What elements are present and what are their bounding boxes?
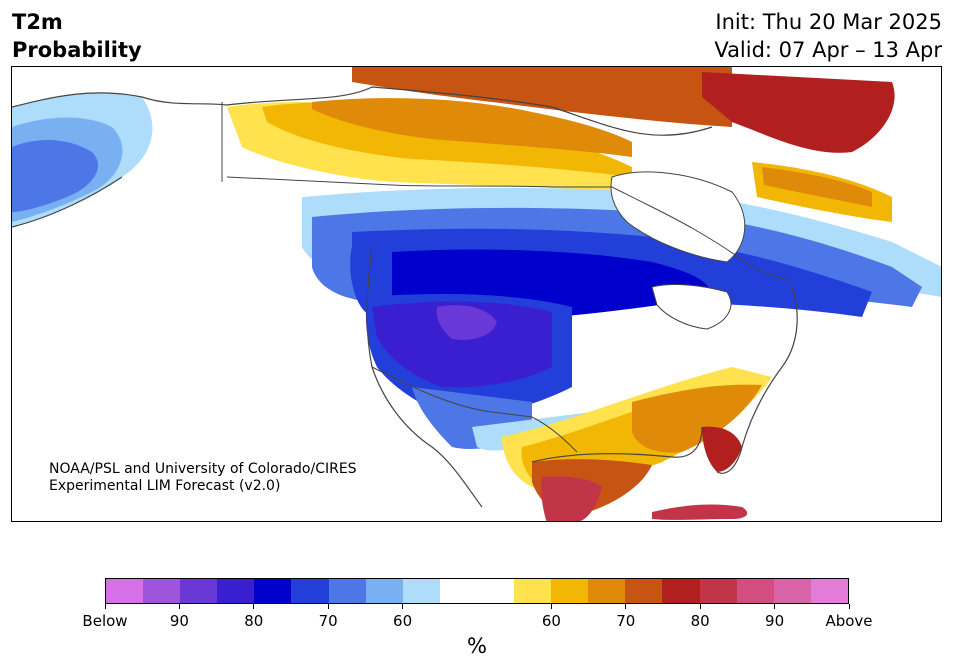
colorbar-tick bbox=[253, 604, 255, 609]
map-svg bbox=[12, 67, 941, 521]
colorbar-tick-label: 90 bbox=[765, 612, 785, 630]
colorbar-cell bbox=[514, 579, 552, 603]
colorbar-tick-label: Below bbox=[82, 612, 128, 630]
colorbar-tick bbox=[327, 604, 329, 609]
colorbar-tick bbox=[774, 604, 776, 609]
colorbar-cell bbox=[625, 579, 663, 603]
arctic-coast bbox=[226, 86, 713, 136]
coastline-west bbox=[366, 246, 483, 508]
colorbar-tick-label: 70 bbox=[318, 612, 338, 630]
forecast-dates: Init: Thu 20 Mar 2025 Valid: 07 Apr – 13… bbox=[714, 8, 942, 64]
greenland-warm bbox=[702, 72, 895, 153]
colorbar-tick bbox=[699, 604, 701, 609]
colorbar-tick-labels: Below 90 80 70 60 60 70 80 90 Above bbox=[0, 612, 954, 632]
colorbar-tick bbox=[178, 604, 180, 609]
colorbar-cell bbox=[588, 579, 626, 603]
colorbar-tick-label: 60 bbox=[393, 612, 413, 630]
valid-date: Valid: 07 Apr – 13 Apr bbox=[714, 38, 942, 62]
colorbar-cell bbox=[106, 579, 144, 603]
colorbar-cell bbox=[143, 579, 181, 603]
title-line-2: Probability bbox=[12, 38, 142, 62]
gulf-coast bbox=[531, 426, 703, 463]
colorbar-tick-label: Above bbox=[825, 612, 873, 630]
us-canada-border bbox=[226, 176, 793, 283]
colorbar-cell bbox=[217, 579, 255, 603]
colorbar-cell bbox=[365, 579, 403, 603]
colorbar-unit: % bbox=[467, 634, 487, 658]
credit-line-2: Experimental LIM Forecast (v2.0) bbox=[49, 478, 281, 494]
colorbar-cell bbox=[810, 579, 848, 603]
colorbar-tick-label: 90 bbox=[169, 612, 189, 630]
canada-warm-deep bbox=[312, 98, 632, 157]
credit-line-1: NOAA/PSL and University of Colorado/CIRE… bbox=[49, 461, 357, 477]
cuba-warm bbox=[652, 504, 748, 520]
colorbar-cell bbox=[773, 579, 811, 603]
colorbar-cell bbox=[254, 579, 292, 603]
colorbar-tick-label: 80 bbox=[244, 612, 264, 630]
west-us-cold-max bbox=[372, 301, 552, 388]
credit-text: NOAA/PSL and University of Colorado/CIRE… bbox=[49, 461, 357, 495]
probability-map bbox=[11, 66, 942, 522]
colorbar-cell bbox=[662, 579, 700, 603]
colorbar-cell bbox=[551, 579, 589, 603]
great-lakes bbox=[651, 284, 732, 330]
colorbar-cell bbox=[736, 579, 774, 603]
colorbar-tick-label: 80 bbox=[690, 612, 710, 630]
arctic-warm bbox=[352, 67, 732, 127]
alaska-coast bbox=[12, 92, 228, 228]
colorbar-tick-label: 60 bbox=[541, 612, 561, 630]
southeast-warm-deep bbox=[632, 384, 762, 453]
quebec-warm-mid bbox=[762, 167, 872, 207]
title-line-1: T2m bbox=[12, 10, 63, 34]
colorbar-tick bbox=[104, 604, 106, 609]
colorbar-cell bbox=[476, 579, 515, 603]
florida-warm bbox=[702, 426, 742, 472]
colorbar-tick bbox=[550, 604, 552, 609]
colorbar-cell bbox=[291, 579, 329, 603]
chart-title: T2m Probability bbox=[12, 8, 142, 64]
colorbar-cell bbox=[402, 579, 440, 603]
rockies-extreme bbox=[436, 305, 497, 340]
colorbar-cell bbox=[328, 579, 366, 603]
colorbar-tick-label: 70 bbox=[616, 612, 636, 630]
us-mexico-border bbox=[371, 366, 578, 453]
colorbar bbox=[105, 578, 849, 604]
mexico-warm bbox=[541, 476, 602, 521]
colorbar-tick bbox=[848, 604, 850, 609]
init-date: Init: Thu 20 Mar 2025 bbox=[715, 10, 942, 34]
colorbar-tick bbox=[625, 604, 627, 609]
alaska-cold-deep bbox=[12, 140, 98, 212]
colorbar-cell bbox=[180, 579, 218, 603]
colorbar-cell bbox=[699, 579, 737, 603]
coastline-east bbox=[716, 286, 798, 474]
colorbar-cell bbox=[439, 579, 477, 603]
colorbar-tick bbox=[402, 604, 404, 609]
